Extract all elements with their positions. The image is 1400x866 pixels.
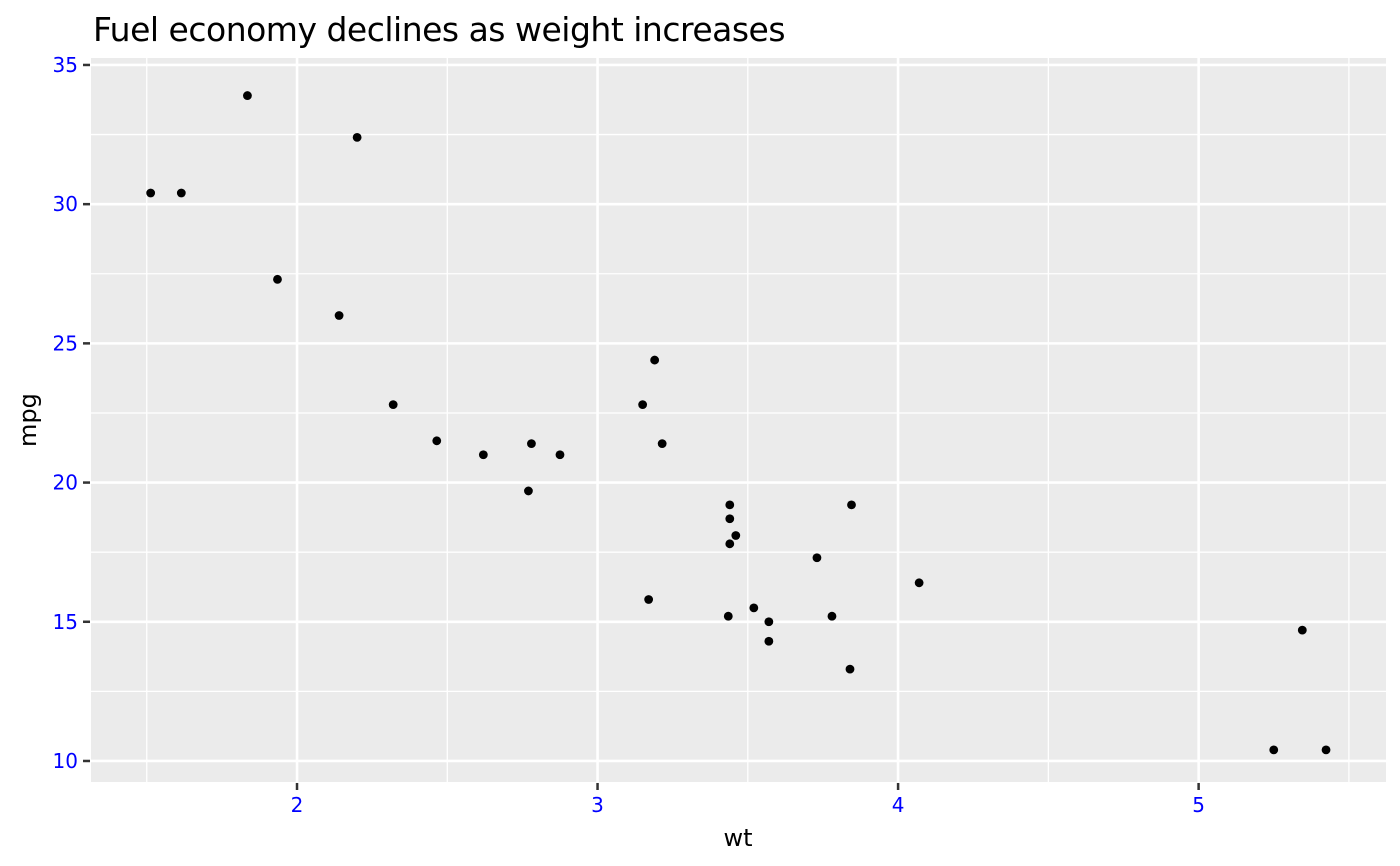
data-point — [334, 311, 344, 320]
data-point — [352, 132, 362, 142]
data-point — [657, 439, 667, 448]
data-point — [388, 400, 398, 410]
data-point — [478, 450, 488, 460]
data-point — [725, 514, 735, 524]
y-tick-label: 25 — [53, 331, 78, 355]
data-point — [827, 611, 837, 621]
data-point — [764, 617, 774, 627]
data-point — [555, 450, 565, 460]
data-point — [731, 531, 741, 540]
data-point — [176, 188, 186, 198]
y-tick-label: 30 — [53, 192, 78, 216]
y-tick-label: 15 — [53, 610, 78, 634]
data-point — [812, 553, 822, 563]
data-points — [146, 91, 1331, 755]
data-point — [845, 664, 855, 674]
x-tick-label: 2 — [291, 793, 304, 817]
data-point — [273, 274, 282, 284]
data-point — [723, 611, 733, 621]
data-point — [847, 500, 856, 510]
data-point — [1321, 745, 1331, 755]
data-point — [644, 595, 654, 604]
y-axis-title: mpg — [14, 393, 42, 447]
x-axis-title: wt — [723, 824, 752, 852]
data-point — [243, 91, 252, 100]
data-point — [749, 603, 759, 613]
y-tick-label: 20 — [53, 471, 78, 495]
data-point — [527, 439, 536, 448]
chart-title: Fuel economy declines as weight increase… — [93, 10, 786, 49]
data-point — [650, 355, 660, 365]
x-tick-label: 3 — [591, 793, 604, 817]
gridlines — [91, 58, 1386, 782]
data-point — [914, 578, 924, 588]
data-point — [725, 500, 735, 510]
y-tick-label: 35 — [53, 53, 78, 77]
data-point — [725, 539, 735, 549]
plot-panel — [91, 58, 1386, 782]
data-point — [146, 188, 156, 198]
data-point — [764, 636, 774, 646]
data-point — [638, 400, 648, 410]
x-tick-label: 5 — [1192, 793, 1205, 817]
panel-background — [91, 58, 1386, 782]
data-point — [524, 486, 533, 496]
axes: 2 3 4 5 10 15 20 25 30 35 — [53, 53, 1205, 817]
data-point — [1297, 625, 1307, 635]
data-point — [1269, 745, 1279, 755]
data-point — [432, 436, 442, 446]
y-tick-label: 10 — [53, 749, 78, 773]
x-tick-label: 4 — [892, 793, 905, 817]
